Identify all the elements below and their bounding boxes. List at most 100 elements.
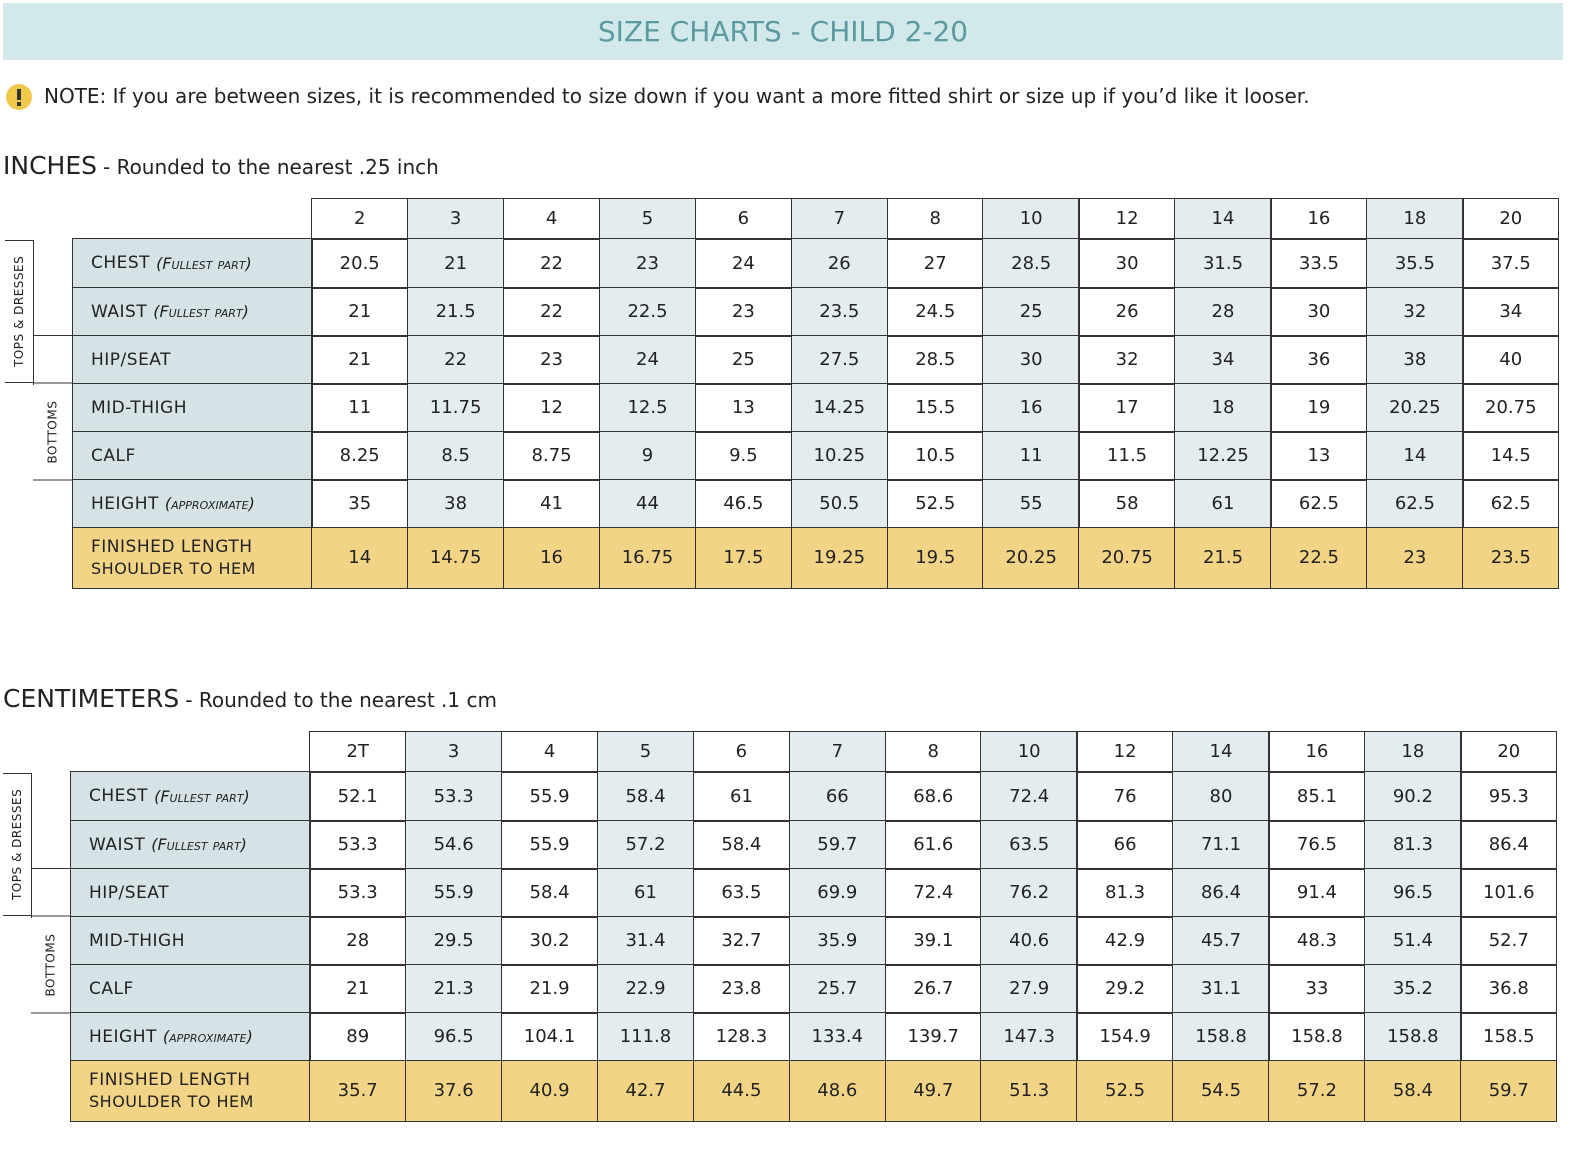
value-cell: 58 bbox=[1078, 479, 1176, 529]
value-cell: 31.4 bbox=[596, 916, 695, 966]
value-cell: 22 bbox=[406, 335, 505, 385]
value-cell: 21 bbox=[309, 964, 407, 1014]
row-label: FINISHED LENGTH SHOULDER TO HEM bbox=[72, 527, 313, 589]
value-cell: 24 bbox=[598, 335, 697, 385]
value-cell: 22.5 bbox=[1270, 527, 1368, 589]
value-cell: 61 bbox=[596, 868, 695, 918]
qualifier: (Fullest part) bbox=[151, 835, 247, 855]
value-cell: 91.4 bbox=[1268, 868, 1366, 918]
row-label: CALF bbox=[72, 431, 313, 481]
value-cell: 30 bbox=[1078, 238, 1176, 289]
value-cell: 44 bbox=[598, 479, 697, 529]
value-cell: 20.5 bbox=[311, 238, 409, 289]
value-cell: 42.7 bbox=[596, 1060, 695, 1122]
value-cell: 21.9 bbox=[500, 964, 599, 1014]
value-cell: 23 bbox=[598, 238, 697, 289]
value-cell: 20.25 bbox=[1366, 383, 1464, 433]
row-label: WAIST (Fullest part) bbox=[70, 820, 311, 870]
value-cell: 23.8 bbox=[692, 964, 791, 1014]
value-cell: 36 bbox=[1270, 335, 1368, 385]
column-header: 6 bbox=[694, 198, 793, 240]
value-cell: 11 bbox=[311, 383, 409, 433]
value-cell: 29.2 bbox=[1076, 964, 1174, 1014]
value-cell: 63.5 bbox=[692, 868, 791, 918]
note-text: If you are between sizes, it is recommen… bbox=[112, 84, 1310, 108]
value-cell: 95.3 bbox=[1460, 771, 1558, 822]
qualifier: (Fullest part) bbox=[156, 253, 252, 273]
label: HIP/SEAT bbox=[91, 349, 172, 370]
value-cell: 16 bbox=[982, 383, 1080, 433]
value-cell: 19.25 bbox=[790, 527, 889, 589]
value-cell: 139.7 bbox=[884, 1012, 982, 1062]
value-cell: 42.9 bbox=[1076, 916, 1174, 966]
value-cell: 11 bbox=[982, 431, 1080, 481]
value-cell: 35.2 bbox=[1364, 964, 1462, 1014]
value-cell: 13 bbox=[694, 383, 793, 433]
note-label: NOTE: bbox=[44, 84, 107, 108]
value-cell: 96.5 bbox=[404, 1012, 503, 1062]
value-cell: 55.9 bbox=[500, 820, 599, 870]
value-cell: 61 bbox=[1174, 479, 1272, 529]
value-cell: 30 bbox=[1270, 287, 1368, 337]
column-header: 10 bbox=[982, 198, 1080, 240]
value-cell: 24 bbox=[694, 238, 793, 289]
column-header: 5 bbox=[596, 731, 695, 773]
value-cell: 58.4 bbox=[596, 771, 695, 822]
value-cell: 25.7 bbox=[788, 964, 887, 1014]
value-cell: 35 bbox=[311, 479, 409, 529]
value-cell: 53.3 bbox=[309, 820, 407, 870]
value-cell: 58.4 bbox=[1364, 1060, 1462, 1122]
value-cell: 89 bbox=[309, 1012, 407, 1062]
value-cell: 61 bbox=[692, 771, 791, 822]
value-cell: 158.8 bbox=[1268, 1012, 1366, 1062]
value-cell: 54.5 bbox=[1172, 1060, 1270, 1122]
value-cell: 23 bbox=[694, 287, 793, 337]
column-header: 2 bbox=[311, 198, 409, 240]
value-cell: 16 bbox=[502, 527, 601, 589]
value-cell: 158.8 bbox=[1172, 1012, 1270, 1062]
label: CHEST bbox=[91, 253, 151, 274]
value-cell: 17.5 bbox=[694, 527, 793, 589]
title: SIZE CHARTS - CHILD 2-20 bbox=[597, 15, 969, 48]
value-cell: 34 bbox=[1174, 335, 1272, 385]
label: MID-THIGH bbox=[91, 397, 187, 418]
value-cell: 128.3 bbox=[692, 1012, 791, 1062]
value-cell: 158.5 bbox=[1460, 1012, 1558, 1062]
value-cell: 58.4 bbox=[500, 868, 599, 918]
value-cell: 27.5 bbox=[790, 335, 889, 385]
value-cell: 12 bbox=[502, 383, 601, 433]
row-label: HIP/SEAT bbox=[70, 868, 311, 918]
value-cell: 66 bbox=[1076, 820, 1174, 870]
value-cell: 27 bbox=[886, 238, 984, 289]
label: HEIGHT bbox=[89, 1026, 157, 1047]
value-cell: 85.1 bbox=[1268, 771, 1366, 822]
group-label: TOPS & DRESSES bbox=[5, 240, 34, 383]
qualifier: (Fullest part) bbox=[153, 302, 249, 322]
value-cell: 20.75 bbox=[1078, 527, 1176, 589]
column-header: 16 bbox=[1270, 198, 1368, 240]
heading: CENTIMETERS bbox=[3, 684, 180, 713]
row-label: CHEST (Fullest part) bbox=[70, 771, 311, 822]
value-cell: 16.75 bbox=[598, 527, 697, 589]
value-cell: 147.3 bbox=[980, 1012, 1078, 1062]
column-header: 7 bbox=[790, 198, 889, 240]
column-header: 14 bbox=[1174, 198, 1272, 240]
value-cell: 21.5 bbox=[406, 287, 505, 337]
value-cell: 28.5 bbox=[982, 238, 1080, 289]
value-cell: 101.6 bbox=[1460, 868, 1558, 918]
value-cell: 71.1 bbox=[1172, 820, 1270, 870]
value-cell: 23.5 bbox=[790, 287, 889, 337]
value-cell: 8.75 bbox=[502, 431, 601, 481]
row-label: HEIGHT (approximate) bbox=[72, 479, 313, 529]
value-cell: 25 bbox=[982, 287, 1080, 337]
value-cell: 33.5 bbox=[1270, 238, 1368, 289]
value-cell: 17 bbox=[1078, 383, 1176, 433]
value-cell: 40 bbox=[1462, 335, 1560, 385]
title-bar: SIZE CHARTS - CHILD 2-20 bbox=[3, 3, 1563, 60]
value-cell: 57.2 bbox=[596, 820, 695, 870]
value-cell: 32 bbox=[1078, 335, 1176, 385]
value-cell: 14 bbox=[311, 527, 409, 589]
value-cell: 20.25 bbox=[982, 527, 1080, 589]
value-cell: 21 bbox=[406, 238, 505, 289]
value-cell: 62.5 bbox=[1270, 479, 1368, 529]
